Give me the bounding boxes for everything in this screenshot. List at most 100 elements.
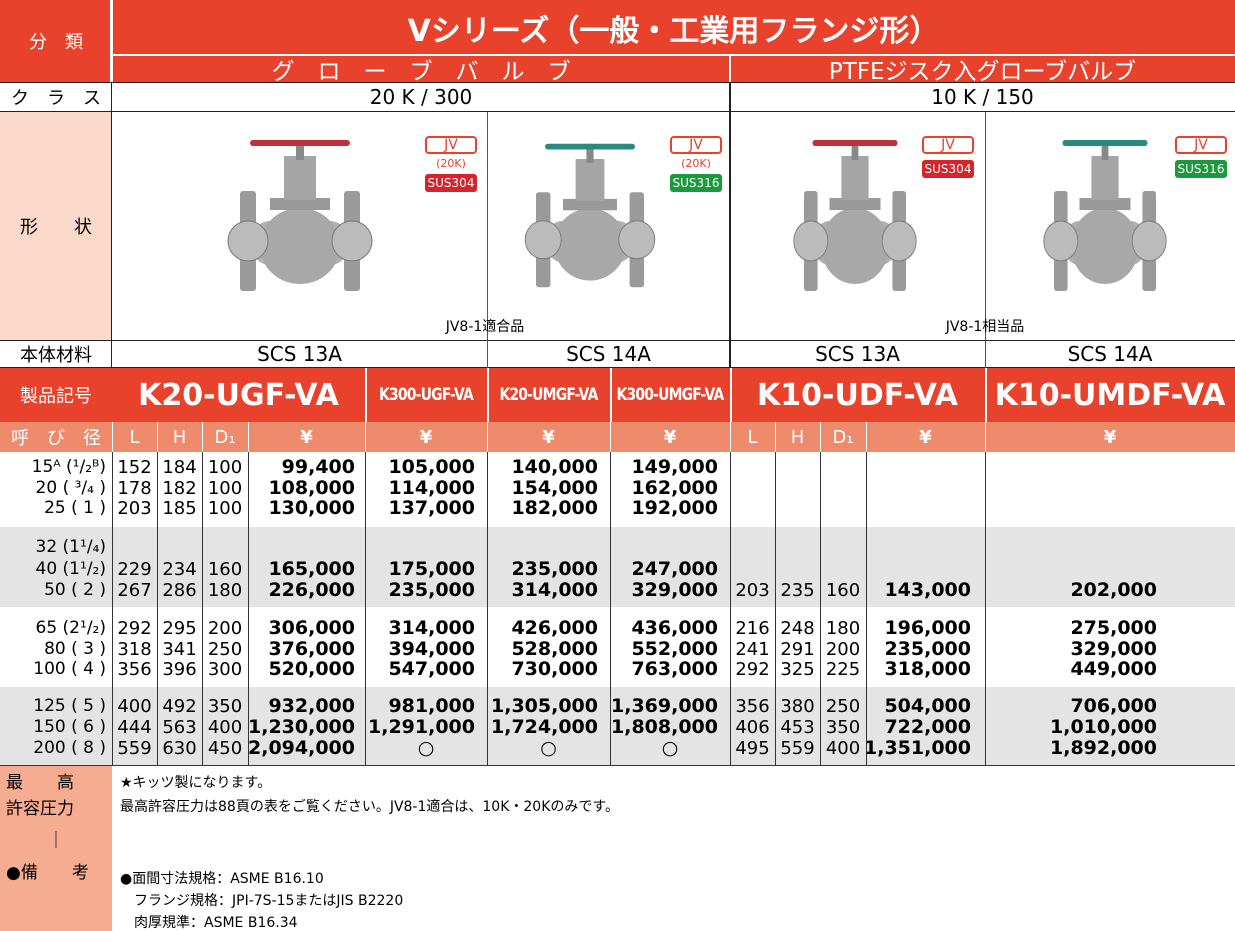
table-cell: 400	[207, 716, 243, 738]
badge: JV	[922, 136, 974, 154]
table-cell: 180	[825, 617, 861, 639]
table-cell: 65 (2¹/₂)	[35, 618, 106, 638]
valve-image	[1043, 139, 1167, 292]
rule	[0, 340, 1235, 341]
table-cell: 1,892,000	[1050, 737, 1157, 759]
table-cell: 235,000	[511, 558, 598, 580]
table-cell: 406	[735, 716, 770, 738]
column-header: D₁	[832, 426, 854, 448]
rule	[985, 422, 986, 452]
rule	[985, 452, 986, 765]
column-header: ¥	[1103, 426, 1117, 448]
table-cell: 149,000	[631, 456, 718, 478]
table-cell: 286	[162, 579, 197, 601]
table-cell: 241	[735, 638, 770, 660]
table-cell: 547,000	[388, 658, 475, 680]
table-cell: 235,000	[884, 638, 971, 660]
category-label: 分 類	[29, 32, 83, 53]
table-cell: 40 (1¹/₂)	[35, 559, 106, 579]
table-cell: 295	[162, 617, 197, 639]
table-cell: 150 ( 6 )	[33, 717, 106, 737]
rule	[820, 422, 821, 452]
rule	[248, 452, 249, 765]
rule	[729, 56, 731, 82]
table-cell: 528,000	[511, 638, 598, 660]
table-cell: 932,000	[268, 695, 355, 717]
table-cell: 329,000	[1070, 638, 1157, 660]
rule	[365, 452, 366, 765]
badge-pressure: (20K)	[681, 156, 711, 170]
table-cell: 175,000	[388, 558, 475, 580]
table-cell: ○	[661, 737, 679, 759]
rule	[487, 112, 488, 368]
table-cell: 125 ( 5 )	[33, 696, 106, 716]
material-label: 本体材料	[20, 345, 92, 366]
title: Vシリーズ（一般・工業用フランジ形）	[407, 13, 940, 49]
table-cell: 730,000	[511, 658, 598, 680]
column-header: ¥	[663, 426, 677, 448]
table-cell: 108,000	[268, 477, 355, 499]
badge: JV	[670, 136, 722, 154]
rule	[0, 367, 1235, 368]
notes-label: ｜	[47, 830, 65, 851]
rule	[112, 422, 113, 452]
table-cell: 229	[117, 558, 152, 580]
column-header: ¥	[419, 426, 433, 448]
table-cell: 630	[162, 737, 197, 759]
notes-label: ●備 考	[6, 862, 89, 883]
rule	[985, 112, 986, 368]
table-cell: 492	[162, 695, 197, 717]
table-cell: 394,000	[388, 638, 475, 660]
table-cell: 203	[735, 579, 770, 601]
table-cell: 275,000	[1070, 617, 1157, 639]
table-cell: 396	[162, 658, 197, 680]
table-cell: 763,000	[631, 658, 718, 680]
badge-material: SUS304	[425, 174, 477, 192]
shape-note: JV8-1適合品	[445, 319, 525, 335]
table-cell: 100	[207, 456, 243, 478]
badge-material: SUS304	[922, 160, 974, 178]
rule	[775, 422, 776, 452]
table-cell: 376,000	[268, 638, 355, 660]
row-group	[0, 607, 1235, 687]
table-cell: 182,000	[511, 497, 598, 519]
badge: JV	[425, 136, 477, 154]
note-line: 最高許容圧力は88頁の表をご覧ください。JV8-1適合は、10K・20Kのみです…	[120, 799, 619, 815]
table-cell: 15ᴬ (¹/₂ᴮ)	[31, 457, 106, 477]
class-value: 10 K / 150	[931, 85, 1034, 109]
table-cell: 1,351,000	[864, 737, 971, 759]
rule	[365, 368, 367, 422]
table-cell: 200 ( 8 )	[33, 738, 106, 758]
table-cell: 1,291,000	[368, 716, 475, 738]
rule	[0, 82, 1235, 83]
table-cell: 200	[207, 617, 243, 639]
table-cell: 185	[162, 497, 197, 519]
table-cell: 350	[825, 716, 861, 738]
table-cell: 426,000	[511, 617, 598, 639]
badge-material: SUS316	[1175, 160, 1227, 178]
table-cell: 25 ( 1 )	[44, 498, 106, 518]
table-cell: 202,000	[1070, 579, 1157, 601]
rule	[730, 368, 732, 422]
table-cell: 449,000	[1070, 658, 1157, 680]
notes-label: 許容圧力	[6, 798, 74, 819]
note-line: 肉厚規準：ASME B16.34	[120, 915, 298, 931]
table-cell: 80 ( 3 )	[44, 639, 106, 659]
valve-image	[227, 139, 373, 292]
rule	[487, 368, 489, 422]
table-cell: 234	[162, 558, 197, 580]
note-line: ★キッツ製になります。	[120, 775, 272, 791]
rule	[985, 368, 987, 422]
table-cell: 182	[162, 477, 197, 499]
row-group	[0, 452, 1235, 527]
shape-label-bg	[0, 112, 112, 340]
table-cell: 1,010,000	[1050, 716, 1157, 738]
rule	[610, 422, 611, 452]
material-value: SCS 14A	[1067, 342, 1153, 366]
table-cell: 137,000	[388, 497, 475, 519]
material-value: SCS 13A	[257, 342, 342, 366]
row-group	[0, 527, 1235, 607]
table-cell: 291	[780, 638, 815, 660]
